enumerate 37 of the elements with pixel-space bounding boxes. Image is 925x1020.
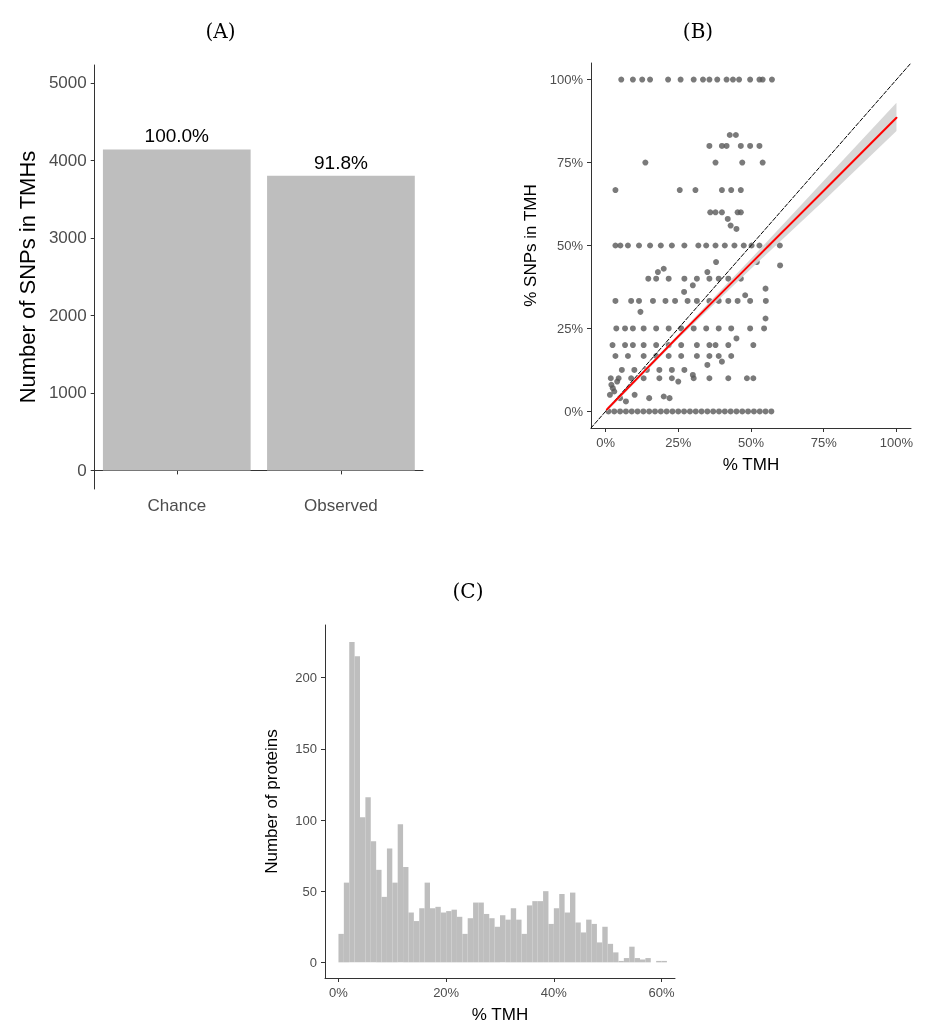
- x-tick-label: 50%: [737, 435, 765, 450]
- chart-title: (C): [452, 579, 484, 603]
- x-axis-title: % TMH: [722, 455, 780, 474]
- y-tick-label: 3000: [48, 228, 87, 248]
- y-tick-label: 2000: [48, 305, 87, 325]
- y-tick-label: 150: [295, 741, 317, 757]
- annotation: 100.0%: [144, 125, 210, 147]
- x-tick-label: 20%: [433, 985, 460, 1000]
- y-tick-label: 0: [77, 460, 87, 480]
- x-tick-label: 60%: [648, 985, 675, 1000]
- y-tick-label: 75%: [556, 155, 584, 171]
- x-tick-label: 100%: [879, 435, 914, 450]
- y-tick-label: 0%: [564, 403, 584, 419]
- y-tick-label: 25%: [556, 320, 584, 336]
- y-tick-label: 1000: [48, 383, 87, 403]
- chart-title: (A): [205, 19, 236, 43]
- y-axis-title: Number of SNPs in TMHs: [14, 150, 40, 404]
- y-tick-label: 5000: [48, 73, 87, 93]
- y-tick-label: 100: [295, 812, 317, 828]
- y-tick-label: 100%: [549, 72, 584, 88]
- x-tick-label: Chance: [147, 496, 207, 515]
- x-axis-title: % TMH: [471, 1005, 529, 1020]
- x-tick-label: 40%: [540, 985, 568, 1000]
- y-tick-label: 200: [295, 670, 317, 686]
- x-tick-label: 25%: [665, 435, 692, 450]
- annotation: 91.8%: [313, 151, 368, 173]
- y-tick-label: 50%: [556, 238, 584, 253]
- y-tick-label: 0: [309, 954, 317, 970]
- chart-title: (B): [682, 19, 714, 43]
- y-axis-title: % SNPs in TMH: [520, 184, 540, 307]
- x-tick-label: Observed: [304, 496, 378, 515]
- y-axis-title: Number of proteins: [262, 729, 281, 874]
- y-tick-label: 4000: [48, 150, 87, 170]
- x-tick-label: 75%: [810, 435, 838, 450]
- x-tick-label: 0%: [596, 435, 616, 450]
- y-tick-label: 50: [302, 883, 317, 899]
- x-tick-label: 0%: [329, 985, 349, 1000]
